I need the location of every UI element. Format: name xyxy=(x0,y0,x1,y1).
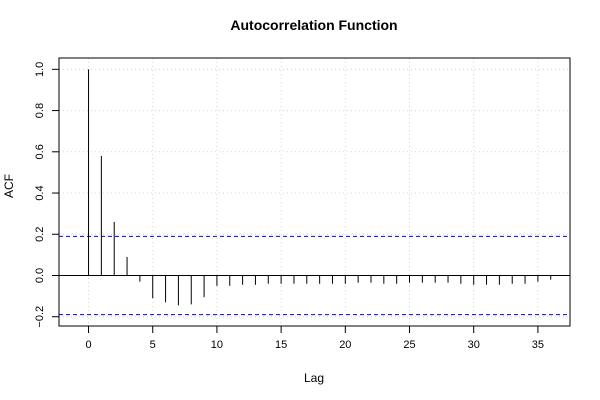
x-tick-label: 30 xyxy=(468,339,480,351)
x-tick-label: 35 xyxy=(532,339,544,351)
x-tick-label: 15 xyxy=(275,339,287,351)
y-axis-label: ACF xyxy=(2,174,16,198)
x-tick-label: 10 xyxy=(211,339,223,351)
x-axis-label: Lag xyxy=(304,371,324,385)
y-tick-label: 0.0 xyxy=(34,268,46,283)
y-tick-label: −0.2 xyxy=(34,306,46,328)
y-tick-label: 0.6 xyxy=(34,144,46,159)
y-tick-label: 1.0 xyxy=(34,62,46,77)
chart-title: Autocorrelation Function xyxy=(230,17,397,33)
y-tick-label: 0.4 xyxy=(34,185,46,200)
acf-bars xyxy=(88,69,552,306)
plot-frame xyxy=(58,57,571,327)
grid-lines xyxy=(59,58,570,326)
x-tick-label: 5 xyxy=(150,339,156,351)
x-tick-label: 20 xyxy=(339,339,351,351)
x-tick-label: 0 xyxy=(85,339,91,351)
x-tick-label: 25 xyxy=(403,339,415,351)
y-tick-label: 0.2 xyxy=(34,227,46,242)
x-axis: 0 5 10 15 20 25 30 35 xyxy=(85,325,544,351)
confidence-bounds xyxy=(59,235,570,316)
y-tick-label: 0.8 xyxy=(34,103,46,118)
y-axis: −0.2 0.0 0.2 0.4 0.6 0.8 1.0 xyxy=(34,62,60,328)
